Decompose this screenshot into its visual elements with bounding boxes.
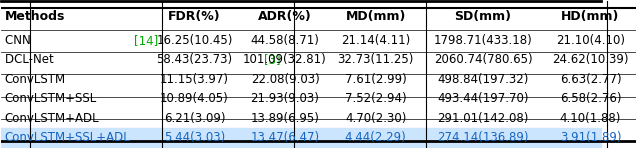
Text: 7.52(2.94): 7.52(2.94) xyxy=(345,92,406,105)
Text: Methods: Methods xyxy=(4,10,65,22)
Text: SD(mm): SD(mm) xyxy=(454,10,511,22)
Text: 274.14(136.89): 274.14(136.89) xyxy=(437,131,529,144)
Text: ConvLSTM+SSL: ConvLSTM+SSL xyxy=(4,92,97,105)
Text: ConvLSTM+SSL+ADL: ConvLSTM+SSL+ADL xyxy=(4,131,131,144)
Text: [14]: [14] xyxy=(134,34,159,47)
Text: 291.01(142.08): 291.01(142.08) xyxy=(437,112,529,125)
Text: 5.44(3.03): 5.44(3.03) xyxy=(164,131,225,144)
Text: [3]: [3] xyxy=(264,53,280,66)
Text: ADR(%): ADR(%) xyxy=(258,10,312,22)
Text: 6.21(3.09): 6.21(3.09) xyxy=(164,112,225,125)
Text: MD(mm): MD(mm) xyxy=(346,10,406,22)
Bar xyxy=(1,128,601,148)
Text: CNN: CNN xyxy=(4,34,35,47)
Text: 2060.74(780.65): 2060.74(780.65) xyxy=(434,53,532,66)
Text: 4.70(2.30): 4.70(2.30) xyxy=(345,112,406,125)
Text: 58.43(23.73): 58.43(23.73) xyxy=(156,53,232,66)
Text: 4.44(2.29): 4.44(2.29) xyxy=(345,131,406,144)
Text: 6.58(2.76): 6.58(2.76) xyxy=(560,92,621,105)
Text: 7.61(2.99): 7.61(2.99) xyxy=(345,73,406,86)
Text: 21.14(4.11): 21.14(4.11) xyxy=(341,34,410,47)
Text: HD(mm): HD(mm) xyxy=(561,10,620,22)
Text: DCL-Net: DCL-Net xyxy=(4,53,57,66)
Text: 21.10(4.10): 21.10(4.10) xyxy=(556,34,625,47)
Text: ConvLSTM: ConvLSTM xyxy=(4,73,66,86)
Text: 22.08(9.03): 22.08(9.03) xyxy=(251,73,319,86)
Text: 4.10(1.88): 4.10(1.88) xyxy=(560,112,621,125)
Text: 24.62(10.39): 24.62(10.39) xyxy=(552,53,628,66)
Text: 13.47(6.47): 13.47(6.47) xyxy=(250,131,319,144)
Text: 32.73(11.25): 32.73(11.25) xyxy=(337,53,414,66)
Text: CNN: CNN xyxy=(4,34,35,47)
Text: 11.15(3.97): 11.15(3.97) xyxy=(160,73,229,86)
Text: DCL-Net: DCL-Net xyxy=(4,53,57,66)
Text: 21.93(9.03): 21.93(9.03) xyxy=(251,92,319,105)
Text: ConvLSTM+ADL: ConvLSTM+ADL xyxy=(4,112,99,125)
Text: FDR(%): FDR(%) xyxy=(168,10,221,22)
Text: 101.09(32.81): 101.09(32.81) xyxy=(243,53,327,66)
Text: 3.91(1.89): 3.91(1.89) xyxy=(560,131,621,144)
Text: 1798.71(433.18): 1798.71(433.18) xyxy=(434,34,532,47)
Text: 6.63(2.77): 6.63(2.77) xyxy=(559,73,621,86)
Text: 493.44(197.70): 493.44(197.70) xyxy=(437,92,529,105)
Text: 498.84(197.32): 498.84(197.32) xyxy=(437,73,529,86)
Text: 16.25(10.45): 16.25(10.45) xyxy=(156,34,232,47)
Text: 10.89(4.05): 10.89(4.05) xyxy=(160,92,228,105)
Text: 13.89(6.95): 13.89(6.95) xyxy=(251,112,319,125)
Text: 44.58(8.71): 44.58(8.71) xyxy=(251,34,319,47)
